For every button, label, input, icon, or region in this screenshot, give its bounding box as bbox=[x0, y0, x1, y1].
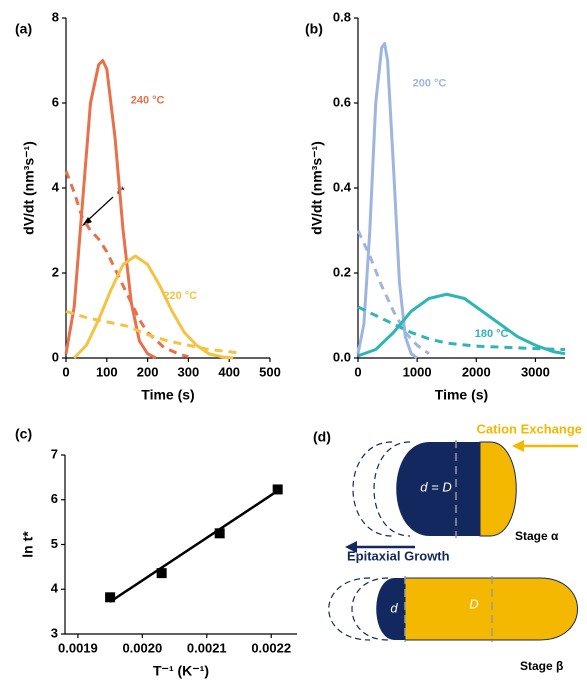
stage-beta: Stage β bbox=[520, 659, 563, 673]
line bbox=[356, 229, 430, 355]
series-label: 180 °C bbox=[475, 328, 509, 340]
x-tick-label: 500 bbox=[259, 364, 281, 379]
point bbox=[272, 484, 283, 495]
x-tick-label: 0 bbox=[354, 364, 361, 379]
x-tick-label: 0.0022 bbox=[251, 640, 291, 655]
panel-label: (a) bbox=[15, 21, 32, 37]
point bbox=[214, 528, 225, 539]
d-eq-D: d = D bbox=[420, 479, 451, 494]
y-tick-label: 6 bbox=[52, 94, 59, 109]
line bbox=[109, 489, 279, 603]
y-tick-label: 8 bbox=[52, 9, 59, 24]
x-tick-label: 400 bbox=[218, 364, 240, 379]
series-label: 200 °C bbox=[413, 77, 447, 89]
arrow-head bbox=[345, 541, 357, 553]
y-tick-label: 7 bbox=[51, 446, 58, 461]
epitaxial-label: Epitaxial Growth bbox=[347, 548, 450, 563]
y-tick-label: 3 bbox=[51, 625, 58, 640]
line bbox=[357, 305, 566, 351]
panel-label: (c) bbox=[15, 426, 32, 442]
arrow-head bbox=[512, 440, 524, 452]
y-axis-label: dV/dt (nm³s⁻¹) bbox=[309, 141, 325, 235]
x-tick-label: 0 bbox=[62, 364, 69, 379]
line bbox=[65, 309, 238, 355]
y-tick-label: 0.2 bbox=[333, 264, 351, 279]
y-tick-label: 4 bbox=[51, 581, 59, 596]
x-tick-label: 0.0019 bbox=[58, 640, 98, 655]
core bbox=[479, 441, 517, 537]
line bbox=[357, 292, 566, 358]
d-label: d bbox=[390, 600, 398, 615]
core bbox=[404, 577, 578, 641]
x-tick-label: 0.0021 bbox=[187, 640, 227, 655]
x-axis-label: Time (s) bbox=[141, 387, 194, 403]
panel-label: (d) bbox=[313, 429, 331, 445]
arrow-head bbox=[82, 217, 92, 226]
annotation-arrow bbox=[85, 196, 114, 223]
dashed-outline bbox=[328, 577, 371, 641]
diagram: (d) Cation Exchange d = D Stage α Epitax… bbox=[313, 421, 582, 673]
y-tick-label: 0.6 bbox=[333, 94, 351, 109]
line bbox=[64, 170, 189, 359]
cation-label: Cation Exchange bbox=[477, 421, 582, 436]
x-tick-label: 300 bbox=[178, 364, 200, 379]
y-tick-label: 2 bbox=[52, 264, 59, 279]
y-tick-label: 0.4 bbox=[333, 179, 352, 194]
x-tick-label: 0.0020 bbox=[122, 640, 162, 655]
series-label: 220 °C bbox=[163, 290, 197, 302]
y-axis-label: dV/dt (nm³s⁻¹) bbox=[21, 141, 37, 235]
x-axis-label: T⁻¹ (K⁻¹) bbox=[153, 663, 209, 679]
x-axis-label: Time (s) bbox=[435, 387, 488, 403]
line bbox=[356, 42, 419, 360]
point bbox=[105, 592, 116, 603]
dashed-outline bbox=[373, 441, 411, 537]
y-tick-label: 6 bbox=[51, 491, 58, 506]
point bbox=[156, 568, 167, 579]
y-axis-label: ln t* bbox=[20, 531, 36, 558]
x-tick-label: 2000 bbox=[462, 364, 491, 379]
y-tick-label: 5 bbox=[51, 536, 58, 551]
x-tick-label: 100 bbox=[96, 364, 118, 379]
shell bbox=[376, 578, 405, 640]
x-tick-label: 200 bbox=[137, 364, 159, 379]
dashed-outline bbox=[351, 577, 389, 641]
y-tick-label: 0 bbox=[52, 349, 59, 364]
y-tick-label: 0.8 bbox=[333, 9, 351, 24]
y-tick-label: 0.0 bbox=[333, 349, 351, 364]
shell bbox=[396, 442, 480, 536]
y-tick-label: 4 bbox=[52, 179, 60, 194]
stage-alpha: Stage α bbox=[515, 529, 559, 543]
D-label: D bbox=[469, 596, 478, 611]
line bbox=[64, 59, 157, 360]
panel-label: (b) bbox=[305, 21, 323, 37]
dashed-outline bbox=[352, 441, 393, 537]
line bbox=[73, 254, 234, 360]
x-tick-label: 1000 bbox=[403, 364, 432, 379]
x-tick-label: 3000 bbox=[521, 364, 550, 379]
series-label: 240 °C bbox=[131, 94, 165, 106]
